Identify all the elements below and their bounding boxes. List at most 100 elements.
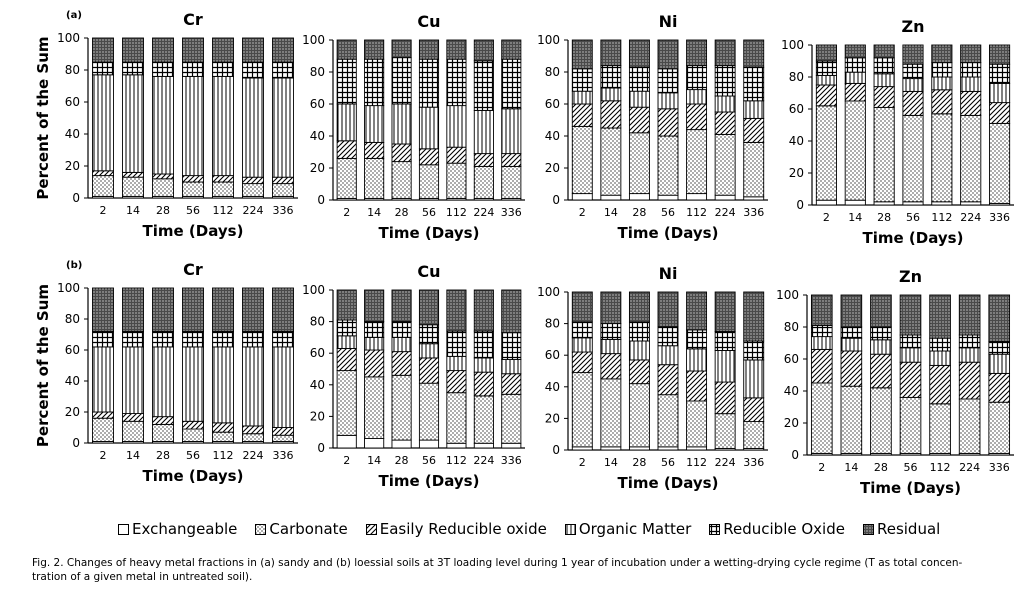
bar-segment-residual	[743, 291, 765, 342]
bar-segment-reducible-oxide	[870, 326, 892, 341]
bar-segment-organic-matter	[958, 347, 981, 363]
easily-reducible-oxide-swatch-icon	[365, 523, 377, 535]
y-tick-label: 40	[65, 127, 80, 141]
x-tick-label: 224	[960, 211, 981, 224]
bar-segment-exchangeable	[743, 196, 765, 201]
x-axis-label: Time (Days)	[143, 222, 244, 240]
y-tick-label: 100	[776, 288, 799, 302]
bar-segment-residual	[743, 39, 765, 68]
bar-segment-easily-reducible-oxide	[473, 153, 494, 167]
y-tick-label: 0	[72, 191, 80, 205]
y-tick-label: 40	[784, 384, 799, 398]
bar-segment-exchangeable	[391, 439, 412, 449]
legend-label: Easily Reducible oxide	[379, 520, 547, 538]
bar-segment-reducible-oxide	[336, 58, 357, 105]
bar-segment-carbonate	[152, 423, 174, 442]
bar-segment-residual	[899, 294, 922, 336]
bar-segment-reducible-oxide	[364, 58, 385, 107]
bar-segment-carbonate	[989, 122, 1011, 204]
x-tick-label: 336	[989, 211, 1010, 224]
y-tick-label: 60	[784, 352, 799, 366]
bar-segment-carbonate	[899, 396, 922, 454]
y-tick-label: 80	[545, 317, 560, 331]
y-axis-label: Percent of the Sum	[34, 36, 52, 199]
bar-segment-carbonate	[931, 113, 953, 203]
x-tick-label: 28	[632, 206, 646, 219]
bar-segment-carbonate	[657, 135, 679, 196]
bar-segment-organic-matter	[899, 347, 922, 363]
chart-panel: 0 20 40 60 80 100 2 14 28 56 112 224 336 Cu Time (Days…	[302, 262, 525, 490]
x-tick-label: 112	[446, 206, 467, 219]
bar-segment-easily-reducible-oxide	[501, 373, 522, 395]
bar-segment-residual	[418, 289, 440, 326]
bar-segment-easily-reducible-oxide	[182, 420, 204, 430]
panel-label: (a)	[66, 10, 82, 21]
bar-segment-exchangeable	[418, 439, 440, 449]
bar-segment-easily-reducible-oxide	[815, 84, 837, 107]
bar-segment-residual	[418, 39, 440, 60]
bar-segment-carbonate	[743, 141, 765, 198]
x-tick-label: 224	[243, 449, 264, 462]
bar-segment-carbonate	[743, 421, 765, 449]
y-tick-label: 60	[545, 97, 560, 111]
bar-segment-residual	[272, 287, 294, 332]
bar-segment-residual	[446, 39, 467, 60]
bar-segment-residual	[840, 294, 863, 328]
bar-segment-residual	[182, 287, 204, 332]
y-tick-label: 100	[57, 31, 80, 45]
y-tick-label: 80	[545, 65, 560, 79]
bar-segment-organic-matter	[418, 106, 440, 150]
bar-segment-easily-reducible-oxide	[844, 82, 866, 102]
x-tick-label: 336	[273, 204, 294, 217]
chart-panel: 0 20 40 60 80 100 2 14 28 56 112 224 336 Zn Time (Days…	[776, 267, 1014, 497]
bar-segment-reducible-oxide	[873, 57, 895, 75]
bar-segment-reducible-oxide	[571, 321, 593, 339]
x-tick-label: 56	[186, 204, 200, 217]
bar-segment-organic-matter	[212, 75, 234, 177]
y-tick-label: 40	[310, 378, 325, 392]
bar-segment-residual	[600, 39, 622, 67]
y-tick-label: 0	[791, 448, 799, 462]
bar-segment-organic-matter	[931, 76, 953, 91]
bar-segment-organic-matter	[600, 338, 622, 355]
bar-segment-exchangeable	[446, 442, 467, 449]
bar-segment-reducible-oxide	[714, 331, 736, 351]
bar-segment-organic-matter	[272, 346, 294, 428]
bar-segment-reducible-oxide	[743, 340, 765, 361]
bar-segment-reducible-oxide	[242, 330, 264, 348]
bar-segment-easily-reducible-oxide	[122, 171, 144, 178]
x-axis-label: Time (Days)	[379, 224, 480, 242]
bar-segment-residual	[391, 39, 412, 59]
bar-segment-easily-reducible-oxide	[657, 364, 679, 396]
y-tick-label: 60	[65, 95, 80, 109]
bar-segment-residual	[473, 39, 494, 62]
x-tick-label: 336	[501, 454, 522, 467]
y-tick-label: 60	[310, 97, 325, 111]
bar-segment-easily-reducible-oxide	[446, 370, 467, 394]
bar-segment-carbonate	[873, 106, 895, 203]
exchangeable-swatch-icon	[118, 523, 129, 535]
chart-panel: 0 20 40 60 80 100 2 14 28 56 112 224 336 Cr Time (Days…	[34, 260, 298, 485]
bar-segment-residual	[686, 39, 708, 67]
x-tick-label: 2	[818, 461, 825, 474]
y-tick-label: 0	[72, 436, 80, 450]
x-tick-label: 336	[273, 449, 294, 462]
bar-segment-residual	[364, 289, 385, 323]
bar-segment-easily-reducible-oxide	[272, 427, 294, 436]
bar-segment-organic-matter	[929, 350, 951, 366]
legend-item-reducible-oxide: Reducible Oxide	[709, 520, 845, 538]
x-tick-label: 112	[213, 204, 234, 217]
bar-segment-reducible-oxide	[960, 62, 982, 78]
bar-segment-easily-reducible-oxide	[714, 381, 736, 415]
chart-title: Cr	[183, 10, 203, 29]
bar-segment-easily-reducible-oxide	[92, 170, 114, 177]
bar-segment-carbonate	[714, 133, 736, 196]
bar-segment-carbonate	[870, 387, 892, 454]
bar-segment-residual	[571, 39, 593, 70]
x-tick-label: 28	[395, 454, 409, 467]
bar-segment-carbonate	[418, 382, 440, 441]
bar-segment-easily-reducible-oxide	[212, 175, 234, 183]
y-tick-label: 80	[310, 315, 325, 329]
bar-segment-residual	[657, 291, 679, 328]
bar-segment-residual	[92, 287, 114, 332]
